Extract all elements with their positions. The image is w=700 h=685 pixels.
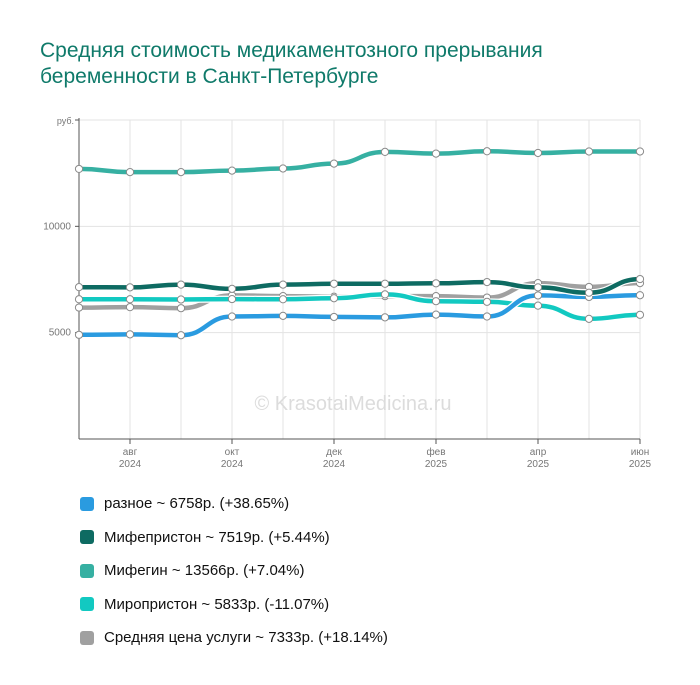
data-point bbox=[227, 166, 237, 175]
legend-label: Миропристон ~ 5833р. (-11.07%) bbox=[104, 595, 330, 613]
series-2 bbox=[74, 290, 645, 323]
series-line bbox=[76, 149, 643, 175]
data-point bbox=[635, 291, 645, 300]
legend-item-raznoe[interactable]: разное ~ 6758р. (+38.65%) bbox=[80, 487, 388, 521]
data-point bbox=[125, 168, 135, 177]
data-point bbox=[380, 147, 390, 156]
series-line bbox=[76, 276, 643, 295]
data-point bbox=[74, 164, 84, 174]
legend-item-miropriston[interactable]: Миропристон ~ 5833р. (-11.07%) bbox=[80, 588, 388, 622]
legend-item-mifepriston[interactable]: Мифепристон ~ 7519р. (+5.44%) bbox=[80, 521, 388, 555]
x-tick-label-month: дек bbox=[326, 447, 342, 458]
data-point bbox=[125, 295, 135, 304]
data-point bbox=[74, 303, 84, 312]
data-point bbox=[227, 294, 237, 304]
data-point bbox=[482, 147, 492, 156]
data-point bbox=[329, 294, 339, 303]
data-point bbox=[635, 310, 645, 319]
data-point bbox=[278, 311, 288, 320]
y-axis-unit-label: руб. bbox=[57, 116, 74, 126]
legend: разное ~ 6758р. (+38.65%) Мифепристон ~ … bbox=[80, 487, 388, 655]
x-tick-label-month: фев bbox=[426, 446, 445, 458]
data-point bbox=[227, 284, 237, 293]
watermark-text: © KrasotaiMedicina.ru bbox=[254, 393, 451, 415]
x-tick-label-year: 2024 bbox=[323, 459, 346, 470]
data-point bbox=[125, 283, 135, 292]
data-point bbox=[278, 164, 288, 173]
x-tick-label-month: авг bbox=[123, 447, 138, 458]
data-point bbox=[176, 168, 186, 177]
series bbox=[74, 147, 645, 340]
x-tick-label-year: 2025 bbox=[425, 459, 448, 470]
data-point bbox=[533, 291, 543, 300]
data-point bbox=[431, 297, 441, 306]
data-point bbox=[125, 303, 135, 312]
x-tick-label-month: апр bbox=[530, 447, 547, 458]
y-tick-label: 5000 bbox=[49, 328, 72, 339]
data-point bbox=[584, 147, 594, 156]
data-point bbox=[278, 295, 288, 304]
data-point bbox=[482, 297, 492, 306]
data-point bbox=[584, 314, 594, 323]
legend-label: Мифегин ~ 13566р. (+7.04%) bbox=[104, 562, 305, 580]
legend-swatch bbox=[80, 563, 94, 578]
data-point bbox=[278, 280, 288, 289]
legend-label: Средняя цена услуги ~ 7333р. (+18.14%) bbox=[104, 629, 388, 647]
legend-item-average-price[interactable]: Средняя цена услуги ~ 7333р. (+18.14%) bbox=[80, 621, 388, 655]
legend-item-mifegin[interactable]: Мифегин ~ 13566р. (+7.04%) bbox=[80, 554, 388, 588]
legend-label: Мифепристон ~ 7519р. (+5.44%) bbox=[104, 528, 330, 546]
data-point bbox=[176, 331, 186, 340]
data-point bbox=[176, 295, 186, 304]
data-point bbox=[380, 279, 390, 288]
axes: руб.500010000авг2024окт2024дек2024фев202… bbox=[43, 116, 651, 470]
legend-swatch bbox=[80, 630, 94, 645]
y-tick-label: 10000 bbox=[43, 221, 71, 232]
legend-swatch bbox=[80, 496, 94, 511]
data-point bbox=[329, 312, 339, 322]
line-chart: руб.500010000авг2024окт2024дек2024фев202… bbox=[43, 116, 651, 470]
data-point bbox=[482, 312, 492, 321]
data-point bbox=[533, 301, 543, 310]
series-0 bbox=[74, 147, 645, 177]
data-point bbox=[329, 279, 339, 288]
x-tick-label-year: 2024 bbox=[119, 459, 142, 470]
data-point bbox=[329, 159, 339, 168]
legend-swatch bbox=[80, 530, 94, 545]
legend-swatch bbox=[80, 597, 94, 612]
series-4 bbox=[74, 274, 645, 297]
data-point bbox=[74, 330, 84, 339]
data-point bbox=[176, 280, 186, 289]
data-point bbox=[533, 148, 543, 158]
data-point bbox=[74, 283, 84, 292]
grid bbox=[78, 119, 641, 439]
legend-label: разное ~ 6758р. (+38.65%) bbox=[104, 495, 290, 513]
series-3 bbox=[74, 291, 645, 340]
data-point bbox=[380, 313, 390, 322]
x-tick-label-year: 2025 bbox=[629, 459, 652, 470]
x-tick-label-month: окт bbox=[225, 447, 240, 458]
x-tick-label-month: июн bbox=[631, 447, 650, 458]
data-point bbox=[227, 312, 237, 321]
data-point bbox=[431, 310, 441, 319]
data-point bbox=[125, 330, 135, 339]
x-tick-label-year: 2024 bbox=[221, 459, 244, 470]
data-point bbox=[176, 304, 186, 313]
data-point bbox=[431, 279, 441, 288]
x-tick-label-year: 2025 bbox=[527, 459, 550, 470]
chart-title: Средняя стоимость медикаментозного преры… bbox=[40, 39, 543, 88]
data-point bbox=[533, 283, 543, 292]
data-point bbox=[431, 149, 441, 158]
series-line bbox=[76, 292, 643, 322]
data-point bbox=[635, 274, 645, 284]
data-point bbox=[482, 277, 492, 287]
data-point bbox=[584, 288, 594, 297]
data-point bbox=[380, 290, 390, 299]
data-point bbox=[74, 295, 84, 304]
data-point bbox=[635, 147, 645, 156]
